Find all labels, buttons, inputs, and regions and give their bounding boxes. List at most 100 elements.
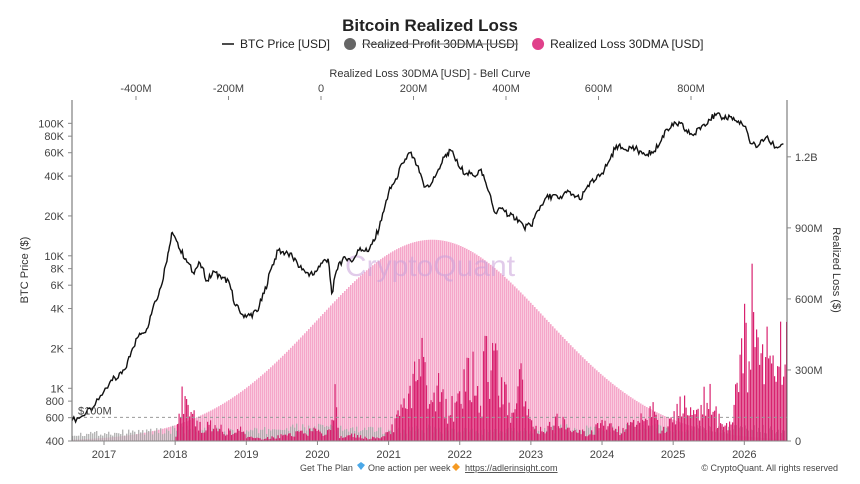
bell-curve-bar — [332, 303, 334, 441]
realized-profit-bar — [590, 426, 592, 441]
bell-curve-bar — [248, 385, 250, 441]
realized-loss-bar — [738, 392, 740, 441]
bell-curve-bar — [290, 347, 292, 441]
left-axis-tick-label: 80K — [44, 131, 64, 143]
bell-curve-bar — [564, 338, 566, 441]
bell-curve-bar — [324, 311, 326, 441]
bell-curve-bar — [574, 349, 576, 441]
realized-loss-bar — [562, 416, 564, 441]
right-axis-tick-label: 0 — [795, 436, 801, 448]
realized-loss-bar — [435, 411, 437, 441]
realized-loss-bar — [736, 382, 738, 441]
bell-curve-bar — [314, 322, 316, 441]
bell-curve-bar — [284, 353, 286, 441]
realized-loss-bar — [214, 425, 216, 441]
bell-curve-bar — [252, 382, 254, 441]
realized-loss-bar — [651, 416, 653, 441]
realized-loss-bar — [567, 427, 569, 441]
bell-curve-bar — [342, 293, 344, 441]
realized-loss-bar — [619, 435, 621, 441]
realized-loss-bar — [588, 435, 590, 441]
realized-loss-bar — [379, 438, 381, 441]
bell-curve-bar — [598, 372, 600, 441]
bell-curve-bar — [622, 391, 624, 441]
realized-loss-bar — [694, 414, 696, 441]
realized-loss-bar — [579, 429, 581, 441]
realized-profit-bar — [116, 432, 118, 441]
right-axis-tick-label: 600M — [795, 294, 823, 306]
realized-profit-bar — [366, 430, 368, 441]
realized-loss-bar — [270, 438, 272, 441]
realized-loss-bar — [274, 438, 276, 441]
realized-profit-bar — [136, 434, 138, 441]
realized-loss-bar — [775, 381, 777, 441]
realized-loss-bar — [294, 436, 296, 441]
realized-loss-bar — [267, 437, 269, 441]
realized-loss-bar — [204, 432, 206, 441]
realized-loss-bar — [708, 409, 710, 441]
bell-curve-bar — [216, 407, 218, 441]
left-axis-tick-label: 100K — [38, 118, 64, 130]
realized-loss-bar — [519, 369, 521, 441]
legend-label: Realized Loss 30DMA [USD] — [550, 37, 703, 51]
bell-curve-bar — [594, 368, 596, 441]
realized-loss-bar — [766, 326, 768, 441]
bell-curve-bar — [432, 239, 434, 441]
realized-loss-bar — [528, 408, 530, 441]
realized-loss-bar — [471, 402, 473, 441]
bell-curve-bar — [500, 273, 502, 441]
realized-loss-bar — [778, 366, 780, 441]
realized-profit-bar — [254, 427, 256, 441]
bell-curve-bar — [442, 240, 444, 441]
bell-curve-bar — [542, 315, 544, 441]
realized-loss-bar — [543, 431, 545, 441]
bell-curve-bar — [506, 278, 508, 441]
bell-curve-bar — [260, 376, 262, 441]
realized-loss-bar — [430, 400, 432, 441]
bell-curve-bar — [286, 351, 288, 441]
realized-loss-bar — [409, 385, 411, 441]
bell-curve-bar — [630, 397, 632, 441]
realized-loss-bar — [381, 437, 383, 441]
realized-loss-bar — [291, 436, 293, 441]
realized-loss-bar — [199, 421, 201, 441]
realized-loss-bar — [454, 402, 456, 441]
realized-loss-bar — [192, 413, 194, 441]
left-axis-tick-label: 8K — [51, 264, 65, 276]
realized-loss-bar — [549, 421, 551, 441]
bell-curve-bar — [340, 295, 342, 441]
realized-loss-bar — [465, 391, 467, 441]
realized-loss-bar — [439, 401, 441, 441]
bell-curve-bar — [306, 331, 308, 441]
bell-curve-bar — [498, 271, 500, 441]
bell-curve-bar — [226, 401, 228, 441]
realized-loss-bar — [622, 427, 624, 441]
realized-loss-bar — [673, 411, 675, 441]
bell-curve-bar — [384, 256, 386, 441]
realized-loss-bar — [264, 438, 266, 441]
realized-loss-bar — [355, 437, 357, 441]
realized-loss-bar — [279, 438, 281, 441]
realized-loss-bar — [319, 431, 321, 441]
realized-loss-bar — [238, 430, 240, 441]
realized-loss-bar — [517, 386, 519, 441]
bell-curve-bar — [318, 318, 320, 441]
bell-curve-bar — [424, 240, 426, 441]
realized-loss-bar — [535, 425, 537, 441]
realized-profit-bar — [104, 433, 106, 441]
diamond-icon — [357, 462, 365, 470]
bell-curve-bar — [528, 300, 530, 441]
footer: Get The Plan One action per week https:/… — [300, 462, 838, 473]
realized-loss-bar — [597, 423, 599, 441]
realized-loss-bar — [268, 438, 270, 441]
bell-curve-bar — [516, 288, 518, 441]
footer-link[interactable]: https://adlerinsight.com — [465, 463, 558, 473]
left-axis-tick-label: 800 — [46, 396, 64, 408]
realized-loss-bar — [198, 430, 200, 441]
bell-curve-bar — [434, 239, 436, 441]
bell-curve-bar — [212, 409, 214, 441]
realized-loss-bar — [762, 344, 764, 441]
realized-loss-bar — [777, 366, 779, 441]
realized-loss-bar — [508, 402, 510, 441]
realized-loss-bar — [262, 439, 264, 441]
